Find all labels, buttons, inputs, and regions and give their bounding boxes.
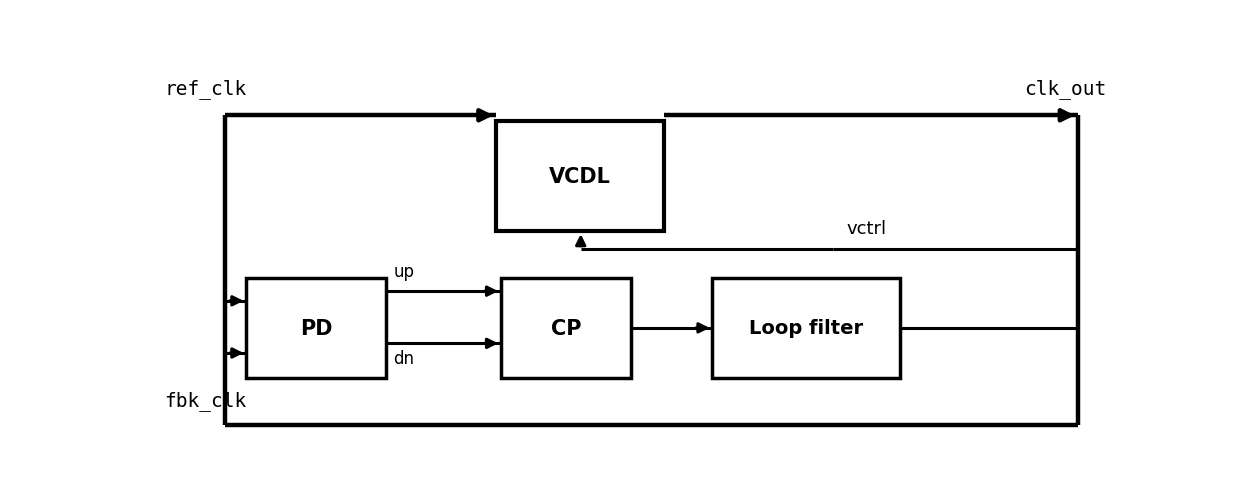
Text: Loop filter: Loop filter — [749, 319, 863, 338]
Text: CP: CP — [551, 318, 582, 338]
Text: vctrl: vctrl — [847, 219, 887, 237]
Text: dn: dn — [393, 350, 414, 367]
Text: clk_out: clk_out — [1024, 79, 1106, 99]
Bar — [712, 278, 900, 378]
Bar — [247, 278, 386, 378]
Bar — [501, 278, 631, 378]
Bar — [496, 122, 665, 232]
Text: fbk_clk: fbk_clk — [165, 390, 247, 410]
Text: VCDL: VCDL — [549, 167, 611, 187]
Text: up: up — [393, 262, 414, 280]
Text: PD: PD — [300, 318, 332, 338]
Text: ref_clk: ref_clk — [165, 79, 247, 99]
